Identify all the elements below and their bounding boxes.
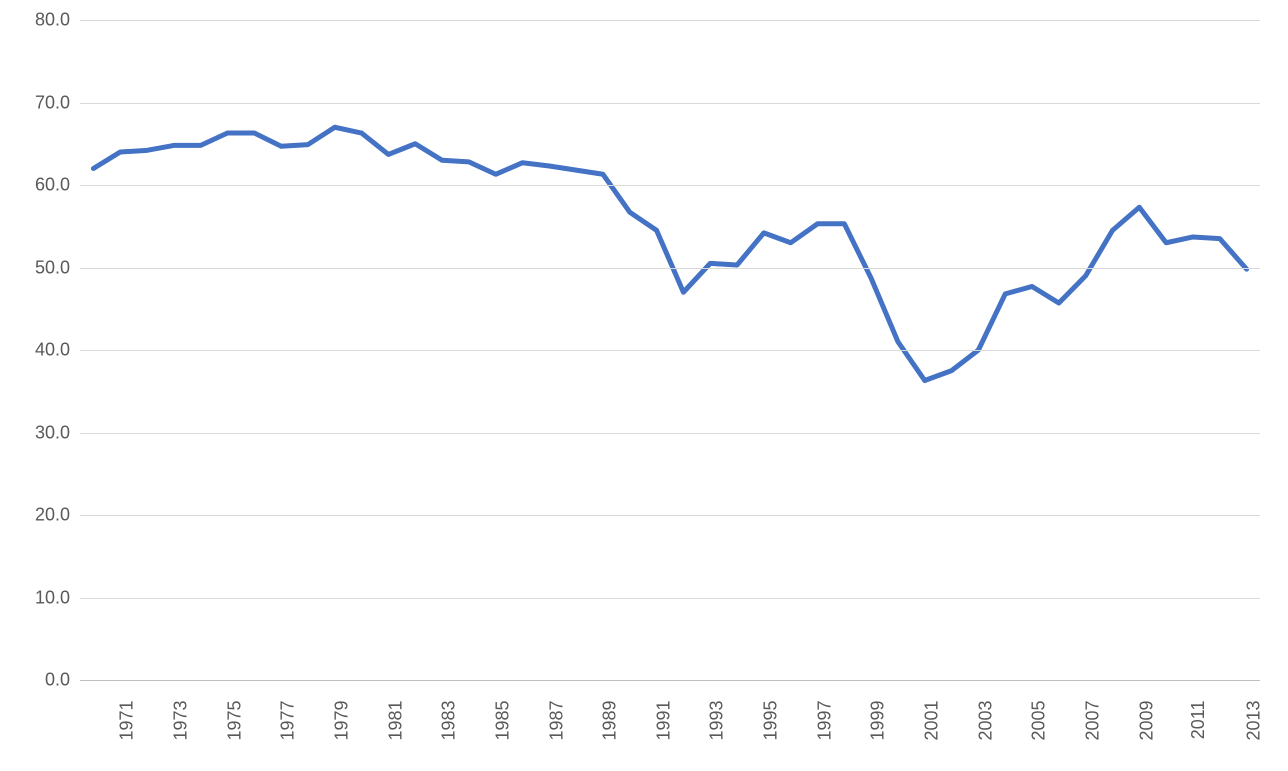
x-axis-tick-label: 1977 bbox=[278, 701, 299, 741]
gridline bbox=[80, 185, 1260, 186]
x-axis-tick-label: 1985 bbox=[492, 701, 513, 741]
y-axis-tick-label: 30.0 bbox=[35, 422, 80, 443]
gridline bbox=[80, 103, 1260, 104]
x-axis-tick-label: 2011 bbox=[1188, 701, 1209, 740]
y-axis-tick-label: 40.0 bbox=[35, 340, 80, 361]
plot-area: 0.010.020.030.040.050.060.070.080.019711… bbox=[80, 20, 1260, 681]
x-axis-tick-label: 1981 bbox=[385, 701, 406, 741]
y-axis-tick-label: 20.0 bbox=[35, 505, 80, 526]
line-chart: 0.0 10.0 20.0 30.0 40.0 50.0 60.0 70.0 80.0 1971 1… bbox=[0, 0, 1288, 771]
x-axis-tick-label: 2005 bbox=[1029, 701, 1050, 741]
gridline bbox=[80, 598, 1260, 599]
x-axis-tick-label: 1991 bbox=[653, 701, 674, 741]
x-axis-tick-label: 1987 bbox=[546, 701, 567, 741]
y-axis-tick-label: 10.0 bbox=[35, 587, 80, 608]
x-axis-tick-label: 1975 bbox=[224, 701, 245, 741]
x-axis-tick-label: 1971 bbox=[117, 701, 138, 741]
x-axis-tick-label: 2001 bbox=[922, 701, 943, 741]
x-axis-tick-label: 1997 bbox=[814, 701, 835, 741]
x-axis-tick-label: 2013 bbox=[1243, 701, 1264, 741]
gridline bbox=[80, 515, 1260, 516]
x-axis-tick-label: 1995 bbox=[761, 701, 782, 741]
x-axis-tick-label: 1999 bbox=[868, 701, 889, 741]
y-axis-tick-label: 60.0 bbox=[35, 175, 80, 196]
x-axis-tick-label: 2009 bbox=[1136, 701, 1157, 741]
x-axis-tick-label: 1993 bbox=[707, 701, 728, 741]
x-axis-tick-label: 1983 bbox=[439, 701, 460, 741]
gridline bbox=[80, 268, 1260, 269]
x-axis-tick-label: 2003 bbox=[975, 701, 996, 741]
y-axis-tick-label: 0.0 bbox=[45, 670, 80, 691]
y-axis-tick-label: 70.0 bbox=[35, 92, 80, 113]
gridline bbox=[80, 20, 1260, 21]
gridline bbox=[80, 350, 1260, 351]
y-axis-tick-label: 50.0 bbox=[35, 257, 80, 278]
y-axis-tick-label: 80.0 bbox=[35, 10, 80, 31]
x-axis-tick-label: 1989 bbox=[600, 701, 621, 741]
x-axis-tick-label: 2007 bbox=[1082, 701, 1103, 741]
x-axis-tick-label: 1973 bbox=[171, 701, 192, 741]
x-axis-tick-label: 1979 bbox=[332, 701, 353, 741]
gridline bbox=[80, 433, 1260, 434]
